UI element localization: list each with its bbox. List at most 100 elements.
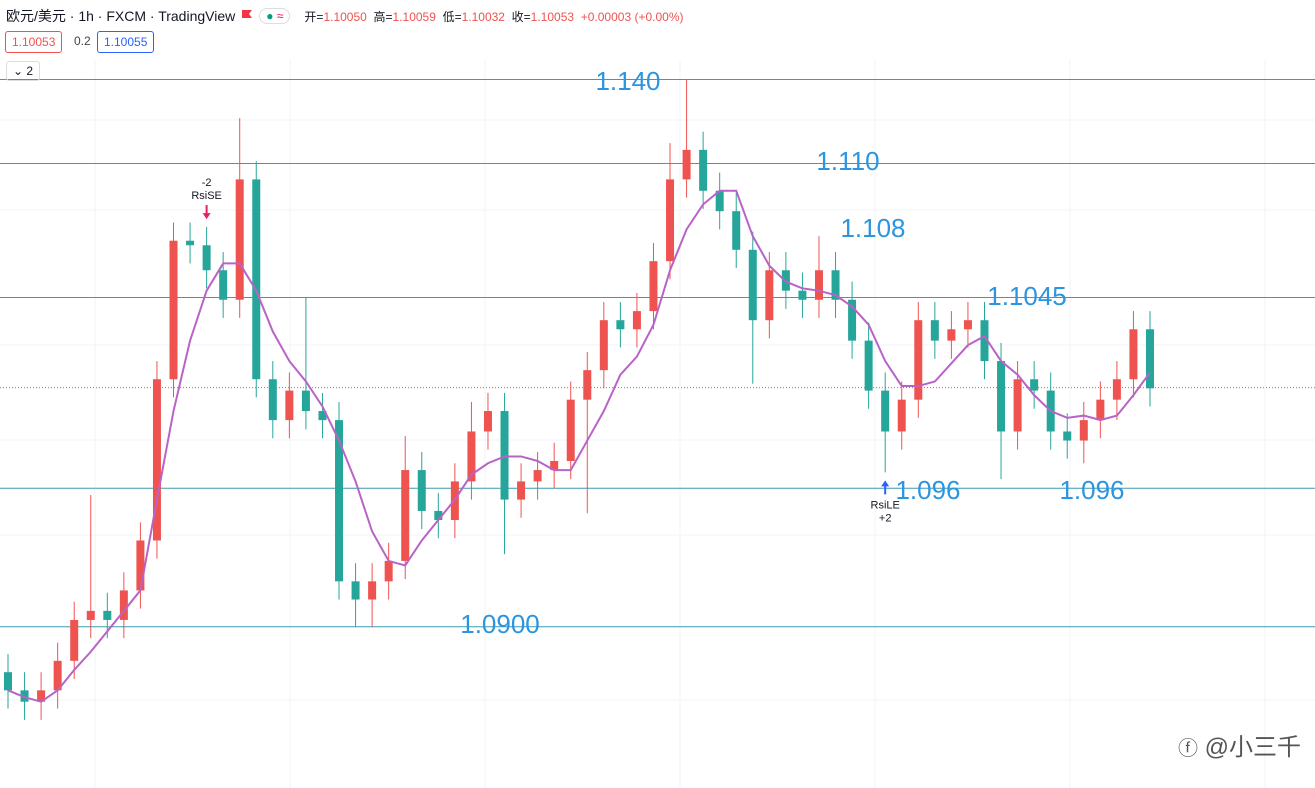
candle-body (881, 390, 890, 432)
candle-body (798, 290, 807, 300)
candle-body (699, 149, 708, 191)
ohlc-value: 1.10053 (530, 9, 575, 24)
candle-body (930, 320, 939, 341)
candle-body (1079, 420, 1088, 441)
candle-body (1030, 379, 1039, 391)
candle-body (748, 249, 757, 321)
candle-body (947, 329, 956, 341)
candle-body (483, 411, 492, 432)
ohlc-value: 1.10059 (392, 9, 436, 24)
candle-body (1063, 431, 1072, 441)
symbol-title: 欧元/美元 · 1h · FXCM · TradingView (6, 8, 236, 24)
moving-average (7, 189, 1151, 703)
candle-body (550, 460, 559, 471)
signal-label: RsiLE (871, 499, 900, 511)
price-annotation: 1.1045 (987, 281, 1067, 311)
candle-body (848, 299, 857, 341)
candle-body (765, 270, 774, 321)
candle-body (997, 361, 1006, 432)
candle-body (202, 245, 211, 271)
candle-body (616, 320, 625, 330)
signal-arrow (202, 205, 211, 220)
signal-qty: -2 (202, 177, 212, 189)
watermark-icon: ⓕ (1177, 738, 1198, 760)
candle-body (533, 470, 542, 482)
status-pill[interactable]: ● ≈ (259, 8, 291, 24)
candle-body (649, 261, 658, 312)
ohlc-value: 1.10050 (323, 9, 367, 24)
ohlc-label: 开= (304, 9, 324, 24)
candle-body (831, 270, 840, 300)
candle-body (301, 390, 310, 412)
ohlc-label: 高= (373, 9, 393, 24)
signal-qty: +2 (879, 512, 892, 524)
candle-body (864, 340, 873, 391)
candle-body (963, 320, 972, 330)
candle-body (1096, 399, 1105, 421)
ohlc-value: 1.10032 (461, 9, 505, 24)
candle-body (4, 672, 12, 691)
candle-body (1146, 329, 1154, 389)
candle-body (632, 311, 641, 330)
candle-body (368, 581, 377, 600)
candle-body (20, 690, 29, 702)
grid (0, 60, 1315, 788)
candle-body (500, 411, 509, 500)
candle-body (417, 470, 426, 511)
candle-body (914, 320, 923, 400)
candle-body (384, 560, 393, 582)
price-annotation: 1.0900 (460, 609, 540, 639)
price-annotation: 1.140 (595, 66, 660, 96)
candle-body (335, 420, 344, 582)
candle-body (583, 370, 592, 400)
candle-body (53, 660, 62, 691)
candle-body (814, 270, 823, 300)
candle-body (268, 379, 277, 421)
candle-body (517, 481, 526, 500)
candle-body (103, 610, 112, 620)
candle-body (252, 179, 261, 380)
candle-body (351, 581, 360, 600)
candle-body (1129, 329, 1138, 380)
candle-body (666, 179, 675, 262)
collapse-count: 2 (26, 64, 34, 78)
signal-label: RsiSE (191, 190, 222, 202)
spread: 0.2 (74, 34, 91, 48)
candle-body (219, 270, 228, 300)
sell-button[interactable]: 1.10053 (5, 31, 63, 53)
watermark-text: @小三千 (1204, 734, 1301, 761)
candle-body (318, 411, 327, 421)
candle-body (285, 390, 294, 421)
candle-body (715, 190, 724, 212)
candle-body (401, 470, 410, 561)
price-annotation: 1.096 (1059, 475, 1124, 505)
candle-body (980, 320, 989, 362)
candle-body (1112, 379, 1121, 400)
candle-body (434, 510, 443, 521)
candle-body (1013, 379, 1022, 432)
collapse-button[interactable]: ⌄ 2 (6, 61, 41, 81)
legend-header: 欧元/美元 · 1h · FXCM · TradingView ● ≈ 开=1.… (6, 6, 683, 26)
candle-body (37, 690, 46, 702)
candle-body (136, 540, 145, 591)
candle-body (119, 590, 128, 620)
flag-icon (242, 10, 253, 18)
ohlc-label: 低= (442, 9, 462, 24)
candle-body (70, 619, 79, 661)
candle-body (467, 431, 476, 482)
candle-body (186, 240, 195, 246)
change: +0.00003 (+0.00%) (580, 9, 684, 24)
candle-body (152, 379, 161, 541)
candle-body (235, 179, 244, 300)
price-annotation: 1.110 (816, 146, 879, 176)
watermark: ⓕ @小三千 (1178, 727, 1301, 762)
candle-body (732, 211, 741, 250)
candle-body (566, 399, 575, 461)
price-annotation: 1.096 (895, 475, 960, 505)
buy-button[interactable]: 1.10055 (97, 31, 155, 53)
signal-arrow (881, 480, 890, 495)
candle-body (86, 610, 95, 620)
ohlc: 开=1.10050 高=1.10059 低=1.10032 收=1.10053 … (304, 8, 683, 25)
